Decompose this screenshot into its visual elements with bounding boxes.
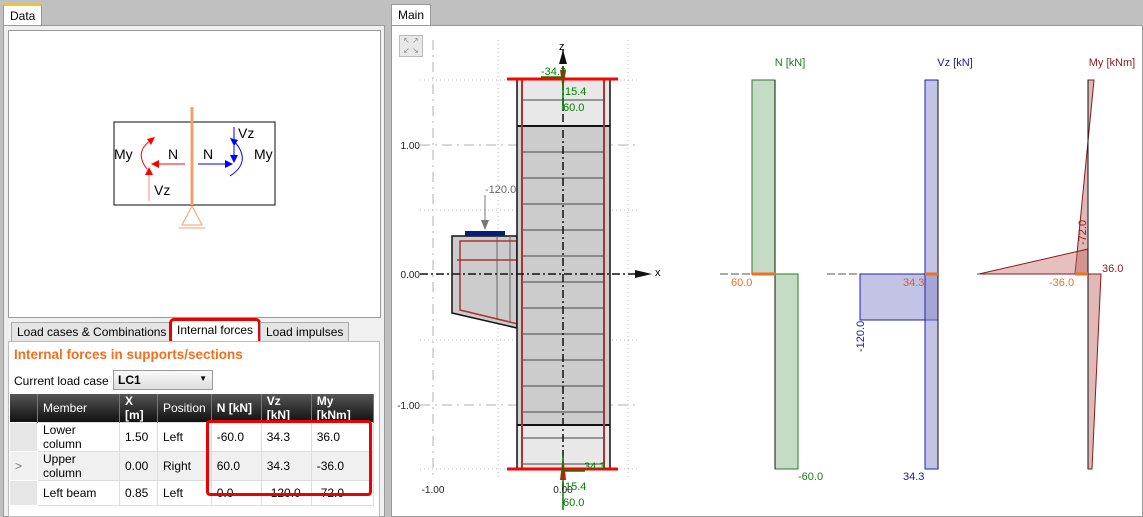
column-header[interactable]: Position bbox=[157, 394, 212, 423]
table-cell[interactable]: Lower column bbox=[37, 422, 120, 452]
highlight-box bbox=[206, 420, 372, 496]
table-cell[interactable]: 1.50 bbox=[119, 422, 158, 452]
table-cell[interactable]: 34.3 bbox=[260, 422, 312, 452]
tab-load-impulses[interactable]: Load impulses bbox=[260, 322, 350, 342]
n-diagram-lower bbox=[774, 273, 799, 470]
vz-label: 34.3 bbox=[903, 277, 924, 289]
sign-convention-image: My N N My Vz Vz bbox=[8, 30, 381, 318]
reaction-label: 34.3 bbox=[584, 461, 605, 473]
load-case-label: Current load case bbox=[14, 374, 109, 388]
tab-main[interactable]: Main bbox=[391, 4, 432, 26]
n-label-left: N bbox=[168, 146, 178, 162]
tick-y: -1.00 bbox=[397, 401, 420, 412]
table-row[interactable]: > Upper column 0.00 Right 60.0 34.3 -36.0 bbox=[9, 451, 374, 481]
load-case-select[interactable]: LC1 ▼ bbox=[113, 370, 213, 390]
table-cell[interactable]: 0.85 bbox=[119, 480, 158, 506]
table-cell[interactable]: Left bbox=[157, 480, 212, 506]
column-header[interactable]: My [kNm] bbox=[311, 394, 374, 423]
table-cell[interactable]: 60.0 bbox=[210, 451, 262, 481]
row-selector[interactable]: > bbox=[9, 451, 38, 481]
reaction-label: 60.0 bbox=[563, 102, 584, 114]
table-cell[interactable]: -60.0 bbox=[210, 422, 262, 452]
tick-x: -1.00 bbox=[422, 485, 445, 496]
my-label: -72.0 bbox=[1077, 220, 1089, 245]
n-diagram-upper bbox=[751, 79, 776, 275]
n-diagram-title: N [kN] bbox=[775, 57, 806, 69]
column-header[interactable]: Vz [kN] bbox=[261, 394, 312, 423]
chevron-down-icon: ▼ bbox=[199, 374, 207, 383]
my-diagram-beam bbox=[978, 248, 1089, 275]
n-label: -60.0 bbox=[798, 471, 823, 483]
reaction-label: -34.3 bbox=[541, 66, 566, 78]
load-case-value: LC1 bbox=[118, 373, 141, 387]
z-axis-label: z bbox=[559, 41, 565, 53]
column-header[interactable]: N [kN] bbox=[211, 394, 262, 423]
table-cell[interactable]: Left beam bbox=[37, 480, 120, 506]
table-cell[interactable]: 34.3 bbox=[260, 451, 312, 481]
tick-y: 1.00 bbox=[401, 141, 421, 152]
table-cell[interactable]: -36.0 bbox=[310, 451, 374, 481]
my-diagram-lower bbox=[1087, 273, 1102, 470]
reaction-label: 15.4 bbox=[565, 481, 586, 493]
vz-label-left: Vz bbox=[154, 182, 170, 198]
tab-data[interactable]: Data bbox=[3, 4, 43, 26]
expand-icon: ↖ ↗ ↙ ↘ bbox=[403, 36, 419, 55]
load-label: -120.0 bbox=[485, 184, 516, 196]
my-label-left: My bbox=[114, 146, 133, 162]
my-diagram-title: My [kNm] bbox=[1089, 57, 1135, 69]
n-label-right: N bbox=[203, 146, 213, 162]
tab-internal-forces[interactable]: Internal forces bbox=[168, 318, 262, 345]
vz-label: 34.3 bbox=[903, 471, 924, 483]
vz-label-right: Vz bbox=[238, 125, 254, 141]
my-label: 36.0 bbox=[1102, 263, 1123, 275]
reaction-label: 15.4 bbox=[565, 86, 586, 98]
table-cell[interactable]: Right bbox=[157, 451, 212, 481]
vz-diagram-title: Vz [kN] bbox=[937, 57, 972, 69]
x-axis-label: x bbox=[655, 267, 661, 279]
table-cell[interactable]: Upper column bbox=[37, 451, 120, 481]
table-cell[interactable]: Left bbox=[157, 422, 212, 452]
n-label: 60.0 bbox=[731, 277, 752, 289]
my-label-right: My bbox=[254, 146, 273, 162]
zoom-extents-button[interactable]: ↖ ↗ ↙ ↘ bbox=[399, 35, 423, 57]
vz-label: -120.0 bbox=[855, 321, 867, 352]
structure-drawing[interactable]: x z 1.00 0.00 -1.00 -1.00 0.00 -120.0 -3… bbox=[392, 26, 1142, 516]
tick-x: 0.00 bbox=[553, 485, 573, 496]
row-selector[interactable] bbox=[9, 480, 38, 506]
tab-load-cases[interactable]: Load cases & Combinations bbox=[11, 322, 173, 342]
section-title: Internal forces in supports/sections bbox=[14, 347, 243, 362]
table-cell[interactable]: 0.00 bbox=[119, 451, 158, 481]
column-header[interactable]: X [m] bbox=[119, 394, 158, 423]
table-row[interactable]: Lower column 1.50 Left -60.0 34.3 36.0 bbox=[9, 422, 374, 452]
column-header[interactable]: Member bbox=[37, 394, 120, 423]
tick-y: 0.00 bbox=[401, 270, 421, 281]
reaction-label: 60.0 bbox=[563, 497, 584, 509]
my-label: -36.0 bbox=[1049, 277, 1074, 289]
row-header-corner bbox=[9, 394, 38, 423]
row-selector[interactable] bbox=[9, 422, 38, 452]
